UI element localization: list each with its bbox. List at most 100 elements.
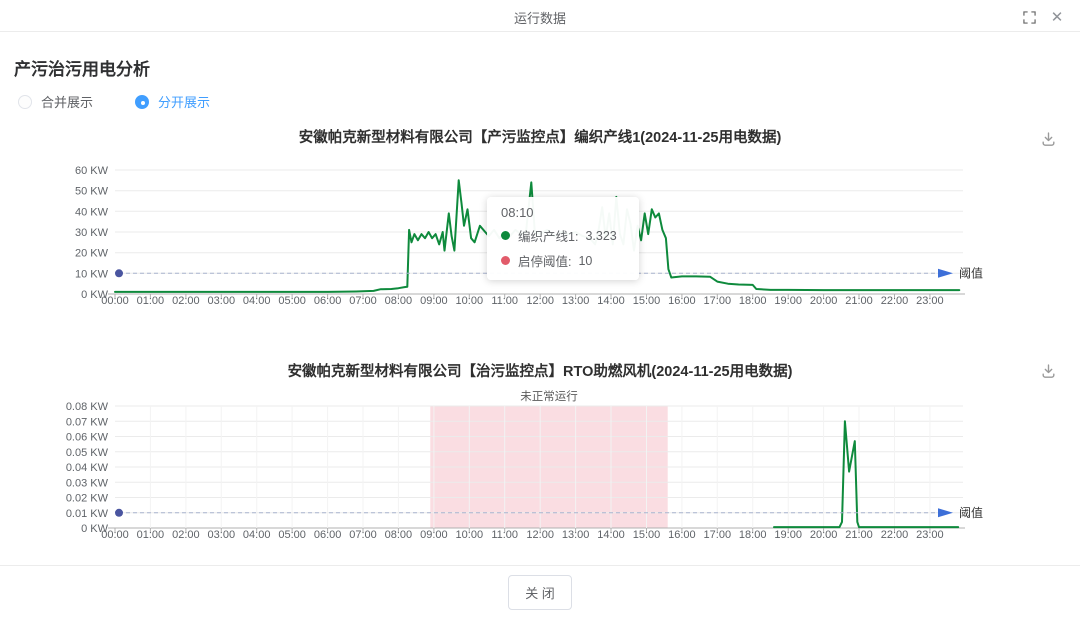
x-tick-label: 22:00 [881, 295, 909, 307]
x-tick-label: 21:00 [845, 529, 873, 541]
tooltip-time: 08:10 [501, 205, 534, 220]
x-tick-label: 00:00 [101, 529, 129, 541]
radio-separate-display[interactable]: 分开展示 [135, 92, 210, 111]
threshold-dot [115, 508, 123, 517]
x-tick-label: 08:00 [385, 529, 413, 541]
x-tick-label: 07:00 [349, 295, 377, 307]
modal-footer: 关 闭 [0, 565, 1080, 617]
x-tick-label: 14:00 [597, 295, 625, 307]
x-tick-label: 11:00 [491, 295, 518, 307]
x-tick-label: 23:00 [916, 529, 944, 541]
x-tick-label: 19:00 [774, 295, 802, 307]
x-tick-label: 17:00 [704, 295, 732, 307]
x-tick-label: 18:00 [739, 295, 767, 307]
x-tick-label: 09:00 [420, 295, 448, 307]
x-tick-label: 07:00 [349, 529, 377, 541]
modal-header: 运行数据 ✕ [0, 0, 1080, 32]
chart1-title: 安徽帕克新型材料有限公司【产污监控点】编织产线1(2024-11-25用电数据) [298, 130, 782, 146]
x-tick-label: 19:00 [774, 529, 802, 541]
x-tick-label: 08:00 [385, 295, 413, 307]
threshold-label: 阈值 [959, 265, 983, 280]
x-tick-label: 03:00 [208, 295, 236, 307]
threshold-arrow-icon [938, 508, 953, 518]
x-tick-label: 04:00 [243, 529, 271, 541]
page-title: 产污治污用电分析 [14, 60, 150, 79]
x-tick-label: 04:00 [243, 295, 271, 307]
series-marker-dot-icon [501, 231, 510, 240]
tooltip-series-label: 启停阈值: [518, 255, 572, 269]
x-tick-label: 10:00 [456, 529, 484, 541]
x-tick-label: 12:00 [526, 529, 554, 541]
radio-unselected-icon[interactable] [18, 94, 32, 109]
x-tick-label: 15:00 [633, 529, 661, 541]
radio-selected-icon[interactable] [135, 94, 150, 109]
series-marker-dot-icon [501, 256, 510, 265]
radio-separate-label: 分开展示 [158, 95, 211, 110]
x-tick-label: 18:00 [739, 529, 767, 541]
abnormal-band-label: 未正常运行 [520, 390, 578, 403]
y-tick-label: 0.03 KW [66, 477, 109, 489]
x-tick-label: 16:00 [668, 529, 696, 541]
x-tick-label: 06:00 [314, 295, 342, 307]
display-mode-radio-group: 合并展示 分开展示 [18, 92, 252, 111]
close-icon[interactable]: ✕ [1050, 9, 1064, 26]
x-tick-label: 17:00 [704, 529, 732, 541]
y-tick-label: 40 KW [75, 206, 109, 218]
x-tick-label: 21:00 [845, 295, 873, 307]
y-tick-label: 0 KW [81, 523, 109, 535]
x-tick-label: 14:00 [597, 529, 625, 541]
chart1-tooltip: 08:10 编织产线1: 3.323 启停阈值: 10 [487, 197, 639, 280]
y-tick-label: 0.06 KW [66, 432, 109, 444]
x-tick-label: 22:00 [881, 529, 909, 541]
x-tick-label: 10:00 [456, 295, 484, 307]
radio-merged-display[interactable]: 合并展示 [18, 92, 93, 111]
y-tick-label: 0.05 KW [66, 447, 109, 459]
x-tick-label: 15:00 [633, 295, 661, 307]
chart2-download-icon[interactable] [1040, 363, 1060, 383]
series-line [773, 420, 960, 529]
x-tick-label: 03:00 [208, 529, 236, 541]
expand-icon[interactable] [1020, 8, 1038, 26]
threshold-arrow-icon [938, 268, 953, 278]
y-tick-label: 0 KW [81, 289, 109, 301]
y-tick-label: 0.07 KW [66, 416, 109, 428]
y-tick-label: 20 KW [75, 248, 109, 260]
x-tick-label: 23:00 [916, 295, 944, 307]
x-tick-label: 05:00 [278, 295, 306, 307]
y-tick-label: 0.02 KW [66, 493, 109, 505]
chart1-download-icon[interactable] [1040, 131, 1060, 151]
tooltip-row: 编织产线1: 3.323 [501, 226, 625, 245]
tooltip-series-label: 编织产线1: [518, 230, 579, 244]
y-tick-label: 10 KW [75, 268, 109, 280]
tooltip-series-value: 3.323 [585, 228, 617, 243]
close-button[interactable]: 关 闭 [508, 574, 572, 610]
x-tick-label: 02:00 [172, 295, 200, 307]
x-tick-label: 20:00 [810, 295, 838, 307]
y-tick-label: 0.08 KW [66, 401, 109, 413]
threshold-dot [115, 269, 123, 278]
x-tick-label: 02:00 [172, 529, 200, 541]
x-tick-label: 05:00 [278, 529, 306, 541]
tooltip-row: 启停阈值: 10 [501, 251, 625, 270]
y-tick-label: 0.01 KW [66, 508, 109, 520]
x-tick-label: 01:00 [137, 295, 165, 307]
y-tick-label: 30 KW [75, 227, 109, 239]
x-tick-label: 12:00 [526, 295, 554, 307]
x-tick-label: 09:00 [420, 529, 448, 541]
x-tick-label: 01:00 [137, 529, 165, 541]
chart2-rto-fan-canvas[interactable]: 未正常运行 0 KW 0.01 KW 0.02 KW 0.03 KW 0.04 KW 0.0… [0, 385, 1080, 550]
y-tick-label: 0.04 KW [66, 462, 109, 474]
tooltip-series-value: 10 [578, 253, 593, 268]
radio-merged-label: 合并展示 [41, 95, 94, 110]
x-tick-label: 11:00 [491, 529, 518, 541]
x-tick-label: 06:00 [314, 529, 342, 541]
threshold-label: 阈值 [959, 505, 983, 520]
y-tick-label: 50 KW [75, 186, 109, 198]
y-tick-label: 60 KW [75, 165, 109, 177]
chart1-production-line-canvas[interactable]: 0 KW 10 KW 20 KW 30 KW 40 KW 50 KW 60 KW 00:00 0… [0, 148, 1080, 320]
x-tick-label: 13:00 [562, 529, 590, 541]
tooltip-rows: 编织产线1: 3.323 启停阈值: 10 [501, 226, 625, 270]
x-tick-label: 16:00 [668, 295, 696, 307]
chart2-title: 安徽帕克新型材料有限公司【治污监控点】RTO助燃风机(2024-11-25用电数… [287, 364, 793, 380]
